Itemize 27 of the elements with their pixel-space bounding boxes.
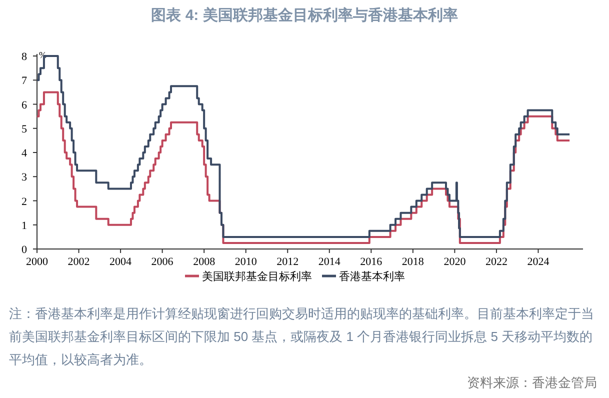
y-tick-label: 5	[22, 123, 28, 136]
text: 注：香港基本利率是用作计算经贴现窗进行回购交易时适用的贴现率的基础利率。目前基本利率定于当前美国联邦基金利率目标区间的下限加 50 基点，或隔夜及 1 个月香港银行同业拆息 5 天移动平均数的平均值，以较高者为准。	[9, 305, 595, 369]
legend-label: 美国联邦基金目标利率	[202, 270, 312, 283]
y-tick-label: 4	[22, 148, 28, 160]
x-tick-label: 2006	[151, 256, 174, 268]
x-tick-label: 2016	[360, 256, 383, 268]
x-tick-label: 2014	[318, 256, 341, 268]
x-tick-label: 2012	[276, 256, 299, 268]
chart-title: 图表 4: 美国联邦基金目标利率与香港基本利率	[150, 6, 459, 25]
y-tick-label: 7	[22, 75, 28, 88]
x-tick-label: 2022	[485, 256, 508, 268]
x-tick-label: 2010	[234, 256, 258, 268]
x-tick-label: 2008	[193, 256, 216, 268]
x-tick-label: 2004	[110, 256, 132, 268]
x-tick-label: 2002	[68, 256, 90, 268]
x-tick-label: 2024	[527, 256, 550, 268]
y-tick-label: 1	[22, 220, 27, 232]
text: 资料来源：香港金管局	[467, 374, 597, 392]
x-tick-label: 2000	[26, 256, 48, 268]
legend-label: 香港基本利率	[339, 270, 405, 283]
y-tick-label: 2	[22, 196, 27, 208]
x-tick-label: 2020	[444, 256, 466, 268]
y-tick-label: 3	[22, 172, 28, 184]
y-tick-label: 6	[22, 99, 28, 112]
y-tick-label: 8	[22, 51, 28, 63]
y-tick-label: 0	[22, 244, 28, 256]
x-tick-label: 2018	[402, 256, 424, 268]
